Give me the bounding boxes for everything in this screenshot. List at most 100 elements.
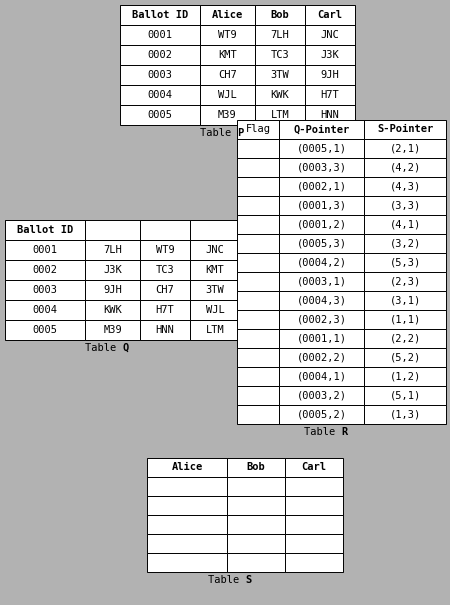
Text: (2,1): (2,1) bbox=[389, 143, 421, 154]
Text: 3TW: 3TW bbox=[270, 70, 289, 80]
Bar bbox=[305, 85, 355, 105]
Text: P: P bbox=[238, 128, 244, 138]
Text: Alice: Alice bbox=[171, 462, 202, 473]
Bar bbox=[279, 120, 364, 139]
Text: (0003,3): (0003,3) bbox=[297, 163, 346, 172]
Bar bbox=[285, 477, 343, 496]
Bar bbox=[85, 280, 140, 300]
Bar bbox=[305, 65, 355, 85]
Bar bbox=[140, 320, 190, 340]
Text: LTM: LTM bbox=[270, 110, 289, 120]
Text: R: R bbox=[342, 427, 348, 437]
Text: TC3: TC3 bbox=[270, 50, 289, 60]
Text: 9JH: 9JH bbox=[320, 70, 339, 80]
Bar bbox=[237, 291, 279, 310]
Bar bbox=[364, 348, 446, 367]
Bar bbox=[279, 139, 364, 158]
Text: TC3: TC3 bbox=[156, 265, 175, 275]
Bar bbox=[237, 139, 279, 158]
Bar bbox=[285, 515, 343, 534]
Bar bbox=[190, 280, 240, 300]
Bar bbox=[237, 405, 279, 424]
Bar bbox=[364, 253, 446, 272]
Text: (3,1): (3,1) bbox=[389, 295, 421, 306]
Text: 0005: 0005 bbox=[148, 110, 172, 120]
Bar bbox=[237, 310, 279, 329]
Bar bbox=[285, 496, 343, 515]
Bar bbox=[120, 65, 200, 85]
Bar bbox=[279, 253, 364, 272]
Bar bbox=[147, 477, 227, 496]
Bar bbox=[279, 367, 364, 386]
Bar bbox=[279, 234, 364, 253]
Text: (3,3): (3,3) bbox=[389, 200, 421, 211]
Text: KWK: KWK bbox=[270, 90, 289, 100]
Bar bbox=[279, 272, 364, 291]
Text: (0003,1): (0003,1) bbox=[297, 276, 346, 287]
Bar bbox=[305, 45, 355, 65]
Text: (2,2): (2,2) bbox=[389, 333, 421, 344]
Bar bbox=[200, 85, 255, 105]
Bar bbox=[190, 220, 240, 240]
Text: (0005,1): (0005,1) bbox=[297, 143, 346, 154]
Text: 0004: 0004 bbox=[32, 305, 58, 315]
Bar bbox=[364, 386, 446, 405]
Bar bbox=[200, 5, 255, 25]
Text: (0002,2): (0002,2) bbox=[297, 353, 346, 362]
Text: CH7: CH7 bbox=[218, 70, 237, 80]
Text: H7T: H7T bbox=[156, 305, 175, 315]
Bar bbox=[279, 158, 364, 177]
Bar bbox=[140, 220, 190, 240]
Bar bbox=[227, 515, 285, 534]
Text: (0001,3): (0001,3) bbox=[297, 200, 346, 211]
Text: (5,1): (5,1) bbox=[389, 390, 421, 401]
Bar bbox=[227, 496, 285, 515]
Text: Bob: Bob bbox=[270, 10, 289, 20]
Bar bbox=[237, 329, 279, 348]
Text: JNC: JNC bbox=[320, 30, 339, 40]
Bar bbox=[364, 234, 446, 253]
Text: (1,1): (1,1) bbox=[389, 315, 421, 324]
Bar bbox=[255, 5, 305, 25]
Bar bbox=[85, 320, 140, 340]
Text: J3K: J3K bbox=[103, 265, 122, 275]
Bar bbox=[147, 496, 227, 515]
Bar bbox=[5, 300, 85, 320]
Bar bbox=[190, 240, 240, 260]
Bar bbox=[200, 65, 255, 85]
Text: (4,2): (4,2) bbox=[389, 163, 421, 172]
Text: KWK: KWK bbox=[103, 305, 122, 315]
Bar bbox=[364, 367, 446, 386]
Bar bbox=[147, 458, 227, 477]
Text: 0002: 0002 bbox=[32, 265, 58, 275]
Bar bbox=[364, 329, 446, 348]
Bar bbox=[279, 215, 364, 234]
Bar bbox=[255, 85, 305, 105]
Text: (0005,3): (0005,3) bbox=[297, 238, 346, 249]
Bar bbox=[190, 260, 240, 280]
Text: 3TW: 3TW bbox=[206, 285, 225, 295]
Text: WJL: WJL bbox=[206, 305, 225, 315]
Bar bbox=[5, 280, 85, 300]
Bar bbox=[285, 458, 343, 477]
Bar bbox=[237, 120, 279, 139]
Bar bbox=[120, 45, 200, 65]
Text: 0001: 0001 bbox=[148, 30, 172, 40]
Bar bbox=[120, 5, 200, 25]
Text: S: S bbox=[245, 575, 251, 585]
Text: 7LH: 7LH bbox=[270, 30, 289, 40]
Bar bbox=[227, 458, 285, 477]
Bar bbox=[279, 405, 364, 424]
Bar bbox=[147, 553, 227, 572]
Bar bbox=[237, 196, 279, 215]
Bar bbox=[227, 534, 285, 553]
Bar bbox=[140, 260, 190, 280]
Bar bbox=[200, 25, 255, 45]
Text: Q: Q bbox=[122, 343, 129, 353]
Bar bbox=[140, 280, 190, 300]
Bar bbox=[364, 405, 446, 424]
Bar bbox=[120, 85, 200, 105]
Bar bbox=[5, 320, 85, 340]
Text: (1,2): (1,2) bbox=[389, 371, 421, 382]
Bar bbox=[305, 5, 355, 25]
